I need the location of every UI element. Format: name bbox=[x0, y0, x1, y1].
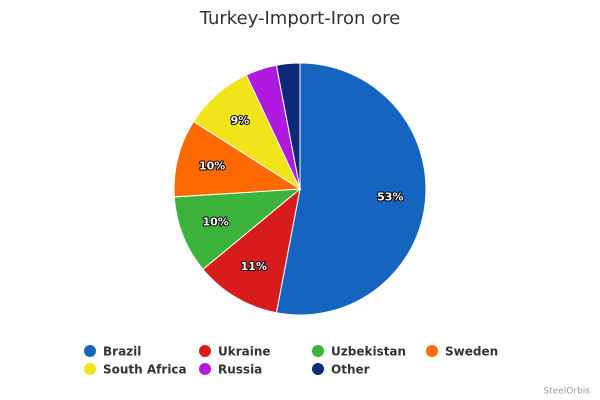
legend-marker[interactable] bbox=[426, 345, 438, 357]
legend-label[interactable]: Other bbox=[331, 363, 370, 377]
chart-title: Turkey-Import-Iron ore bbox=[199, 8, 401, 29]
legend-label[interactable]: South Africa bbox=[103, 363, 187, 377]
pie-slice[interactable] bbox=[275, 62, 427, 316]
legend-marker[interactable] bbox=[199, 345, 211, 357]
data-label: 10% bbox=[199, 159, 225, 172]
data-label: 10% bbox=[202, 215, 228, 228]
legend-marker[interactable] bbox=[199, 363, 211, 375]
pie-slice[interactable] bbox=[275, 62, 301, 190]
pie-slice[interactable] bbox=[173, 188, 302, 271]
legend-label[interactable]: Brazil bbox=[103, 345, 141, 359]
data-label: 9% bbox=[231, 114, 250, 127]
legend-label[interactable]: Sweden bbox=[445, 345, 498, 359]
data-label: 11% bbox=[241, 260, 267, 273]
pie-slice[interactable] bbox=[202, 187, 301, 314]
pie-slice[interactable] bbox=[173, 120, 302, 198]
legend-label[interactable]: Russia bbox=[218, 363, 262, 377]
data-label: 53% bbox=[377, 191, 403, 204]
credits[interactable]: SteelOrbis bbox=[543, 387, 590, 397]
legend-marker[interactable] bbox=[84, 345, 96, 357]
legend-marker[interactable] bbox=[312, 363, 324, 375]
legend-label[interactable]: Ukraine bbox=[218, 345, 271, 359]
legend-marker[interactable] bbox=[312, 345, 324, 357]
legend-marker[interactable] bbox=[84, 363, 96, 375]
legend-label[interactable]: Uzbekistan bbox=[331, 345, 406, 359]
